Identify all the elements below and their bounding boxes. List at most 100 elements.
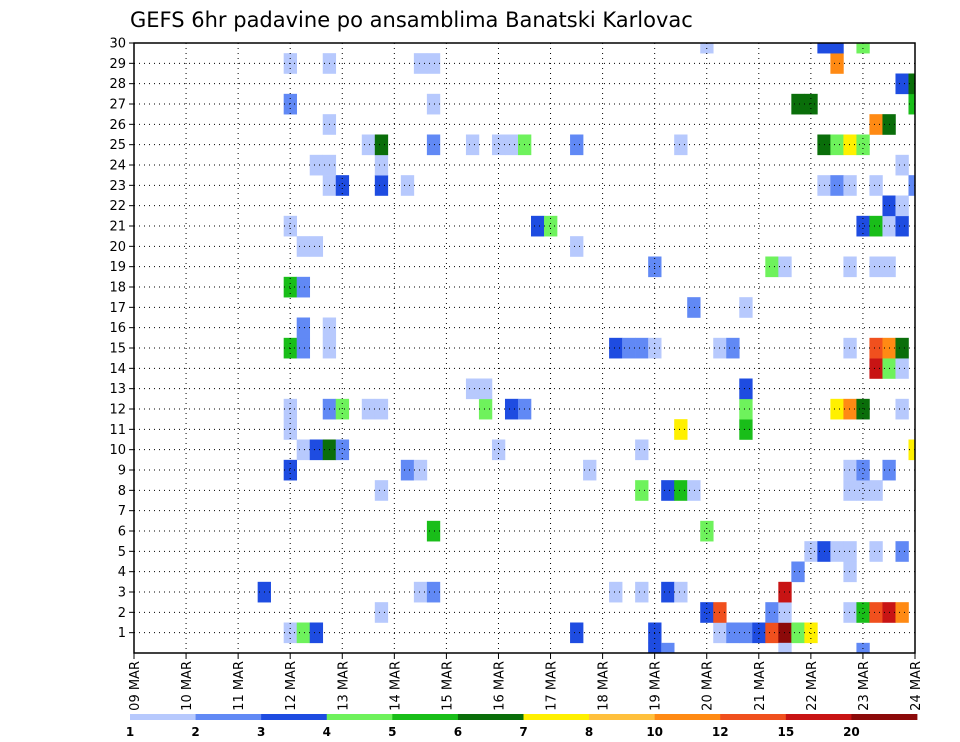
heatmap-cell xyxy=(895,398,909,420)
heatmap-cell xyxy=(843,459,857,481)
heatmap-cell xyxy=(895,195,909,217)
y-tick-label: 11 xyxy=(109,423,126,438)
heatmap-cell xyxy=(869,256,883,278)
colorbar-segment xyxy=(326,714,393,720)
x-tick-label: 19 MAR xyxy=(649,661,664,711)
heatmap-cell xyxy=(374,175,389,196)
heatmap-cell xyxy=(674,480,688,501)
colorbar-segment xyxy=(261,714,328,720)
colorbar-segment xyxy=(457,714,524,720)
heatmap-cell xyxy=(843,480,857,501)
heatmap-cell xyxy=(491,439,506,461)
y-tick-label: 8 xyxy=(118,484,126,499)
heatmap-cell xyxy=(791,622,805,644)
heatmap-cell xyxy=(804,541,818,562)
colorbar-segment xyxy=(720,714,787,720)
heatmap-cell xyxy=(609,337,623,359)
heatmap-cell xyxy=(661,480,675,501)
heatmap-cell xyxy=(465,378,480,400)
y-tick-label: 12 xyxy=(109,403,126,418)
heatmap-cell xyxy=(908,93,915,115)
heatmap-cell xyxy=(700,520,714,542)
grid-lines xyxy=(134,43,915,653)
x-tick-label: 16 MAR xyxy=(492,661,507,711)
y-tick-label: 25 xyxy=(109,138,126,153)
heatmap-cell xyxy=(895,541,909,562)
heatmap-cell xyxy=(739,622,753,644)
heatmap-cell xyxy=(283,276,298,298)
y-tick-label: 23 xyxy=(109,179,126,194)
heatmap-cell xyxy=(752,622,766,644)
colorbar-label: 15 xyxy=(777,725,794,739)
heatmap-cell xyxy=(830,541,844,562)
heatmap-cell xyxy=(843,134,857,156)
y-tick-label: 18 xyxy=(109,281,126,296)
colorbar-segment xyxy=(851,714,918,720)
colorbar-label: 7 xyxy=(519,725,527,739)
heatmap-cell xyxy=(778,642,792,653)
y-tick-label: 24 xyxy=(109,159,126,174)
colorbar: 1 2 3 4 5 6 7 8 10 12 15 20 xyxy=(126,714,918,739)
heatmap-cell xyxy=(504,398,519,420)
y-tick-label: 14 xyxy=(109,362,126,377)
heatmap-cell xyxy=(361,134,376,156)
x-tick-label: 18 MAR xyxy=(597,661,612,711)
colorbar-label: 10 xyxy=(646,725,663,739)
heatmap-cell xyxy=(296,276,311,298)
colorbar-label: 12 xyxy=(712,725,729,739)
colorbar-segment xyxy=(523,714,590,720)
heatmap-cell xyxy=(817,43,831,54)
heatmap-cell xyxy=(661,642,675,653)
heatmap-cell xyxy=(570,134,584,156)
heatmap-cell xyxy=(739,398,753,420)
y-axis: 1234567891011121314151617181920212223242… xyxy=(109,37,134,641)
heatmap-cell xyxy=(843,541,857,562)
heatmap-cell xyxy=(856,642,870,653)
y-tick-label: 9 xyxy=(118,464,126,479)
heatmap-cell xyxy=(830,43,844,54)
heatmap-cell xyxy=(765,602,779,623)
heatmap-cell xyxy=(426,134,441,156)
heatmap-cell xyxy=(674,419,688,440)
y-tick-label: 4 xyxy=(118,565,126,580)
colorbar-segment xyxy=(785,714,852,720)
heatmap-cell xyxy=(687,297,701,318)
heatmap-cell xyxy=(478,378,493,400)
heatmap-cell xyxy=(804,93,818,115)
heatmap-cell xyxy=(635,337,649,359)
heatmap-cell xyxy=(830,175,844,196)
heatmap-cell xyxy=(856,480,870,501)
heatmap-cell xyxy=(908,439,915,461)
heatmap-cell xyxy=(908,73,915,95)
heatmap-cell xyxy=(635,480,649,501)
heatmap-cell xyxy=(869,175,883,196)
x-tick-label: 20 MAR xyxy=(701,661,716,711)
x-tick-label: 15 MAR xyxy=(440,661,455,711)
y-tick-label: 13 xyxy=(109,382,126,397)
y-tick-label: 6 xyxy=(118,525,126,540)
y-tick-label: 15 xyxy=(109,342,126,357)
colorbar-label: 4 xyxy=(323,725,331,739)
heatmap-cell xyxy=(426,93,441,115)
heatmap-cell xyxy=(374,134,389,156)
heatmap-cell xyxy=(908,175,915,196)
heatmap-cell xyxy=(843,561,857,583)
colorbar-label: 5 xyxy=(388,725,396,739)
heatmap-cell xyxy=(361,398,376,420)
heatmap-cell xyxy=(296,439,311,461)
heatmap-cell xyxy=(309,439,324,461)
colorbar-label: 2 xyxy=(191,725,199,739)
heatmap-cell xyxy=(335,175,350,196)
x-axis: 09 MAR 10 MAR 11 MAR 12 MAR 13 MAR 14 MAR 15 M… xyxy=(128,653,924,711)
heatmap-cells xyxy=(257,43,915,653)
heatmap-cell xyxy=(413,459,428,481)
y-tick-label: 7 xyxy=(118,504,126,519)
colorbar-label: 20 xyxy=(843,725,860,739)
y-tick-label: 21 xyxy=(109,220,126,235)
heatmap-cell xyxy=(674,134,688,156)
heatmap-cell xyxy=(869,114,883,135)
heatmap-cell xyxy=(478,398,493,420)
heatmap-cell xyxy=(544,215,558,237)
heatmap-cell xyxy=(413,53,428,74)
y-tick-label: 27 xyxy=(109,98,126,113)
